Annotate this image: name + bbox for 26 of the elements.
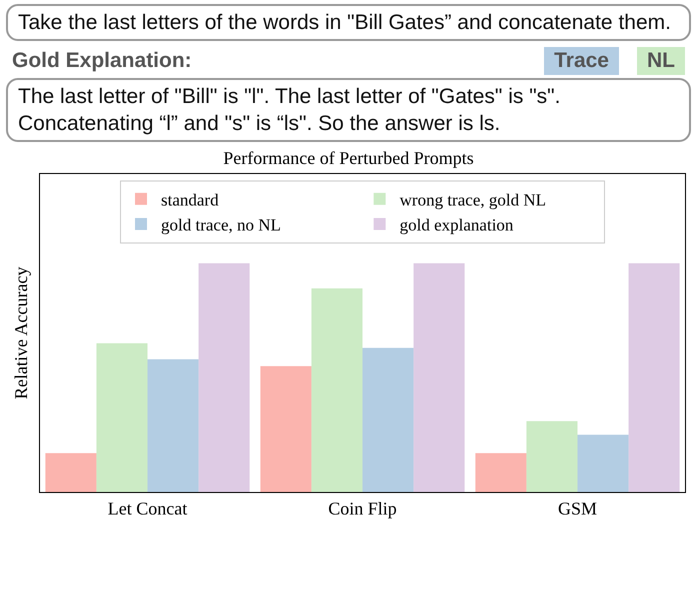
text: The last letter of "Bill" is "l". The last letter of "Gates" is "s". Concatenating “l” and "s" is “ls". So the answer is ls. xyxy=(6,78,691,142)
bar xyxy=(198,263,250,492)
text: Trace xyxy=(544,47,619,75)
bar xyxy=(475,453,526,492)
legend-label: gold explanation xyxy=(400,216,514,235)
bar xyxy=(526,421,578,492)
legend-label: wrong trace, gold NL xyxy=(400,190,546,210)
bar xyxy=(45,453,96,492)
bar xyxy=(578,434,629,492)
bar xyxy=(362,348,414,492)
bar xyxy=(628,263,680,492)
bar xyxy=(311,288,362,492)
y-axis-title: Relative Accuracy xyxy=(11,266,32,400)
chart-title: Performance of Perturbed Prompts xyxy=(223,148,474,168)
legend-label: standard xyxy=(161,190,220,210)
x-tick-label: Let Concat xyxy=(108,498,188,519)
text: NL xyxy=(637,47,685,75)
bar xyxy=(148,359,199,492)
bar xyxy=(96,343,148,492)
text: Gold Explanation: xyxy=(12,49,192,73)
x-tick-label: GSM xyxy=(558,498,598,519)
bar xyxy=(260,366,312,492)
x-tick-label: Coin Flip xyxy=(328,498,397,519)
legend-label: gold trace, no NL xyxy=(161,216,281,235)
bar xyxy=(414,263,465,492)
text: Take the last letters of the words in "Bill Gates” and concatenate them. xyxy=(6,4,691,41)
